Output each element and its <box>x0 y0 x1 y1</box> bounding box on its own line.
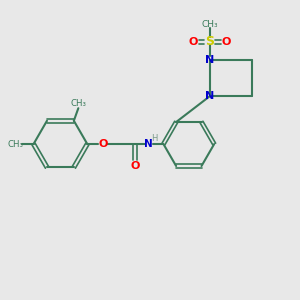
Text: S: S <box>205 35 214 48</box>
Text: N: N <box>144 139 153 149</box>
Text: O: O <box>221 37 231 47</box>
Text: O: O <box>130 160 140 170</box>
Text: N: N <box>205 91 214 101</box>
Text: O: O <box>98 139 107 149</box>
Text: CH₃: CH₃ <box>70 99 86 108</box>
Text: O: O <box>189 37 198 47</box>
Text: H: H <box>151 134 158 143</box>
Text: CH₃: CH₃ <box>201 20 218 29</box>
Text: CH₃: CH₃ <box>7 140 23 148</box>
Text: N: N <box>205 56 214 65</box>
